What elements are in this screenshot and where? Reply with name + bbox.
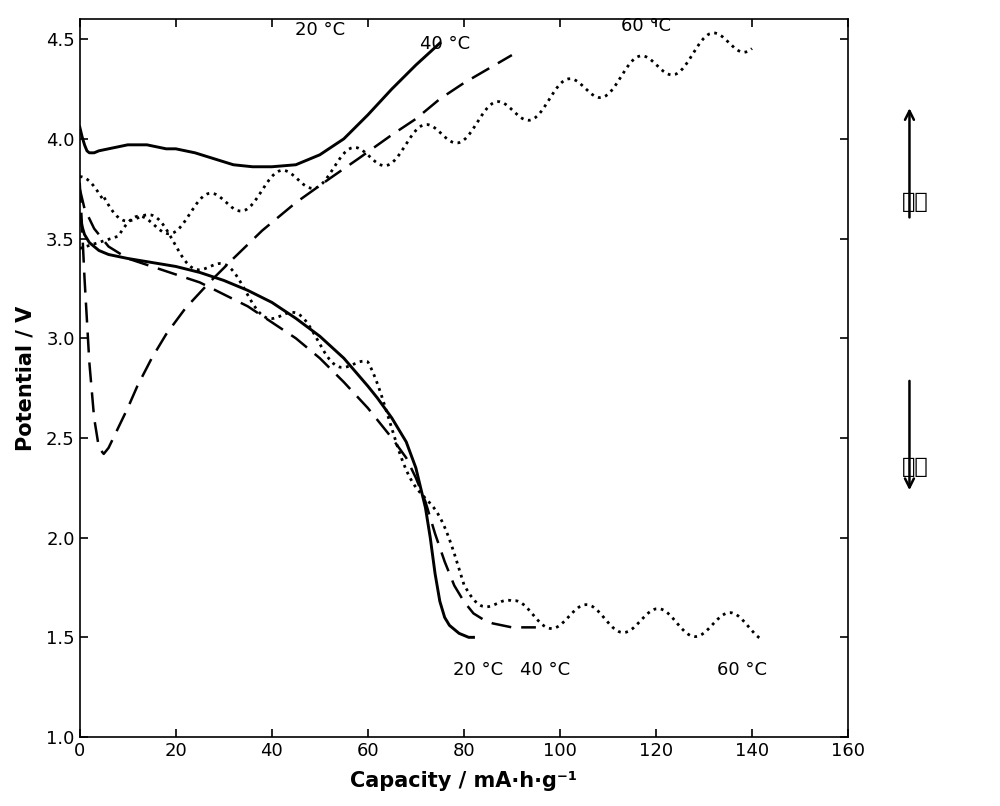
Y-axis label: Potential / V: Potential / V — [15, 305, 35, 451]
Text: 放电: 放电 — [902, 458, 928, 477]
X-axis label: Capacity / mA·h·g⁻¹: Capacity / mA·h·g⁻¹ — [350, 771, 577, 791]
Text: 充电: 充电 — [902, 192, 928, 211]
Text: 40 °C: 40 °C — [520, 661, 571, 679]
Text: 20 °C: 20 °C — [295, 21, 345, 39]
Text: 40 °C: 40 °C — [420, 35, 470, 53]
Text: 60 °C: 60 °C — [621, 17, 671, 35]
Text: 60 °C: 60 °C — [717, 661, 767, 679]
Text: 20 °C: 20 °C — [453, 661, 503, 679]
